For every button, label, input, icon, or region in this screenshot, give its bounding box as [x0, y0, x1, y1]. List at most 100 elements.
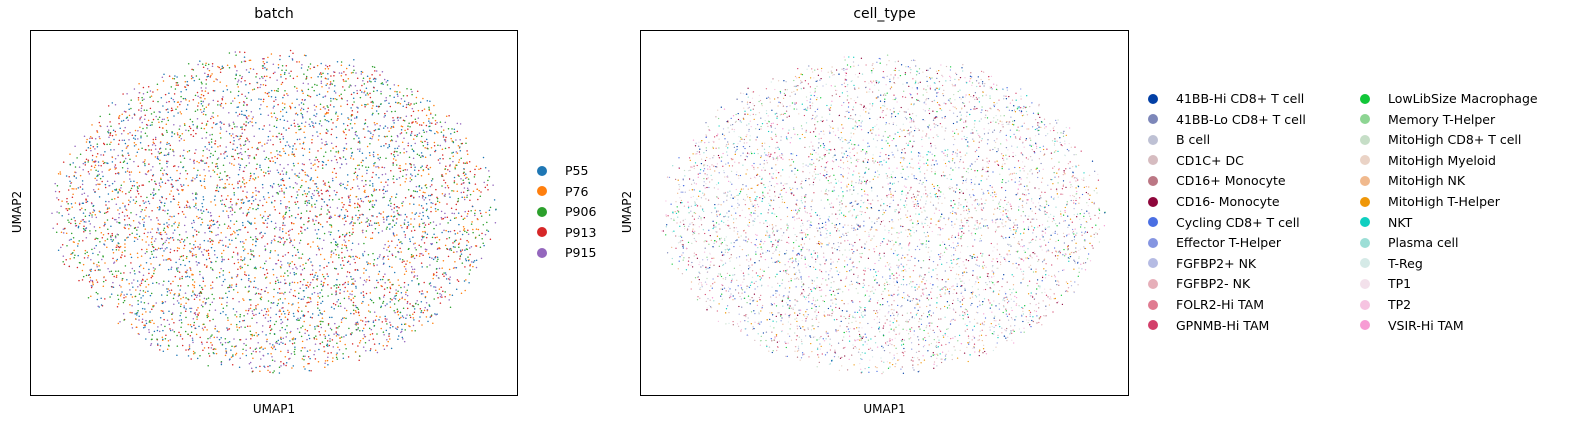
scatter-point [132, 137, 135, 139]
scatter-point [399, 132, 402, 135]
scatter-point [385, 320, 387, 322]
scatter-point [346, 99, 349, 102]
scatter-point [331, 339, 334, 341]
scatter-point [145, 261, 148, 264]
scatter-point [170, 289, 173, 291]
scatter-point [452, 155, 454, 157]
scatter-point [449, 306, 452, 309]
scatter-point [266, 61, 268, 63]
scatter-point [75, 177, 78, 179]
scatter-point [467, 233, 470, 236]
scatter-point [314, 109, 316, 111]
scatter-point [310, 300, 312, 303]
scatter-point [277, 302, 279, 305]
scatter-point [424, 140, 426, 143]
chart-title: batch [254, 6, 294, 22]
scatter-point [177, 189, 179, 191]
scatter-point [81, 269, 84, 272]
scatter-point [176, 82, 179, 84]
scatter-point [181, 344, 184, 347]
scatter-point [249, 330, 252, 333]
scatter-point [242, 348, 244, 350]
scatter-point [102, 154, 105, 156]
scatter-point [454, 261, 456, 263]
scatter-point [314, 163, 316, 165]
scatter-point [161, 167, 163, 169]
scatter-point [173, 222, 175, 225]
scatter-point [128, 217, 130, 219]
scatter-point [307, 362, 309, 365]
scatter-point [229, 284, 231, 286]
scatter-point [361, 330, 364, 332]
scatter-point [247, 139, 249, 141]
scatter-point [255, 286, 257, 289]
scatter-point [444, 182, 447, 184]
scatter-point [415, 121, 417, 123]
scatter-point [216, 122, 218, 125]
scatter-point [323, 183, 325, 186]
scatter-point [257, 207, 259, 210]
scatter-point [326, 213, 328, 215]
scatter-point [303, 148, 306, 150]
scatter-point [237, 258, 239, 261]
scatter-point [269, 332, 271, 335]
scatter-point [370, 299, 373, 302]
scatter-point [122, 93, 124, 95]
scatter-point [282, 137, 285, 140]
scatter-point [324, 107, 326, 110]
scatter-point [235, 310, 238, 313]
scatter-point [166, 141, 169, 144]
scatter-point [193, 284, 195, 287]
scatter-point [72, 193, 74, 195]
scatter-point [201, 111, 203, 113]
scatter-point [202, 198, 205, 201]
scatter-point [389, 281, 391, 283]
scatter-point [282, 127, 285, 129]
scatter-point [133, 145, 136, 147]
scatter-point [338, 72, 341, 74]
scatter-point [119, 189, 121, 192]
scatter-point [210, 138, 213, 141]
scatter-point [368, 339, 370, 342]
scatter-point [51, 212, 53, 215]
scatter-point [197, 169, 199, 172]
scatter-point [327, 78, 329, 80]
scatter-point [277, 254, 279, 256]
scatter-point [405, 115, 408, 118]
scatter-point [338, 254, 340, 256]
scatter-point [115, 270, 117, 272]
scatter-point [228, 52, 231, 54]
scatter-point [407, 144, 409, 147]
scatter-point [205, 79, 208, 81]
scatter-point [314, 325, 316, 328]
scatter-point [439, 144, 442, 147]
scatter-point [366, 263, 369, 266]
scatter-point [210, 146, 213, 148]
scatter-point [235, 323, 238, 326]
scatter-point [117, 154, 119, 157]
scatter-point [264, 249, 267, 252]
scatter-point [248, 308, 250, 310]
scatter-point [333, 74, 335, 77]
scatter-point [129, 225, 132, 227]
scatter-point [213, 89, 216, 92]
scatter-point [68, 221, 70, 224]
scatter-point [397, 239, 400, 241]
scatter-point [143, 232, 146, 235]
scatter-point [120, 184, 123, 186]
scatter-point [296, 309, 299, 311]
scatter-point [142, 127, 144, 130]
scatter-point [405, 270, 408, 272]
scatter-point [235, 204, 237, 206]
scatter-point [98, 136, 101, 138]
scatter-point [281, 64, 284, 67]
scatter-point [317, 301, 319, 304]
scatter-point [229, 141, 232, 144]
scatter-point [189, 127, 192, 130]
scatter-point [311, 205, 313, 208]
scatter-point [334, 322, 336, 325]
scatter-point [338, 284, 341, 286]
scatter-point [290, 288, 292, 291]
scatter-point [245, 195, 247, 198]
